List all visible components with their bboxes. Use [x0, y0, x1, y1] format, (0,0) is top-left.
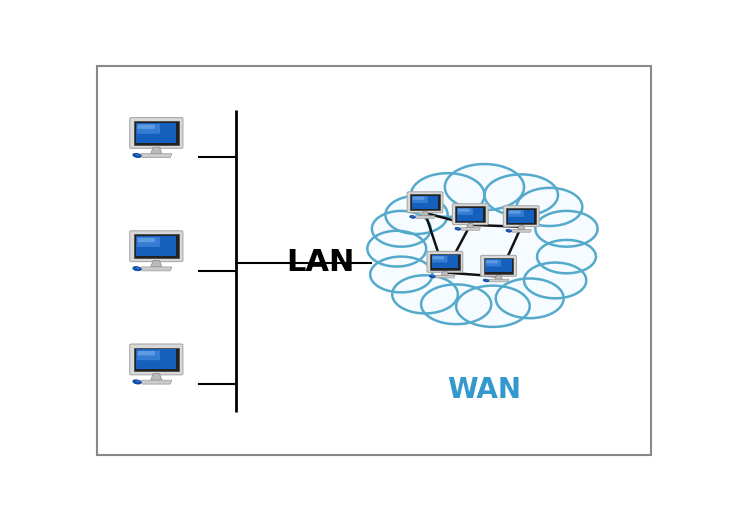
Polygon shape — [518, 225, 525, 230]
FancyBboxPatch shape — [130, 344, 183, 375]
Ellipse shape — [136, 154, 139, 156]
FancyBboxPatch shape — [130, 231, 183, 262]
FancyBboxPatch shape — [458, 208, 473, 215]
FancyBboxPatch shape — [485, 260, 512, 272]
FancyBboxPatch shape — [137, 236, 177, 256]
Polygon shape — [141, 154, 172, 157]
FancyBboxPatch shape — [431, 255, 458, 268]
Ellipse shape — [412, 216, 414, 217]
Ellipse shape — [483, 279, 489, 282]
Polygon shape — [485, 174, 558, 216]
Ellipse shape — [455, 228, 461, 230]
Ellipse shape — [506, 230, 512, 232]
Ellipse shape — [485, 280, 488, 281]
Polygon shape — [535, 211, 598, 247]
Polygon shape — [385, 196, 447, 234]
Polygon shape — [150, 147, 162, 154]
FancyBboxPatch shape — [427, 251, 463, 272]
FancyBboxPatch shape — [137, 350, 160, 360]
FancyBboxPatch shape — [137, 349, 177, 369]
FancyBboxPatch shape — [412, 196, 438, 209]
FancyBboxPatch shape — [504, 206, 539, 227]
Polygon shape — [411, 173, 485, 217]
Polygon shape — [435, 276, 455, 278]
Polygon shape — [367, 231, 426, 267]
Text: LAN: LAN — [286, 248, 355, 277]
Polygon shape — [410, 198, 552, 298]
Polygon shape — [392, 275, 458, 313]
FancyBboxPatch shape — [485, 260, 502, 266]
FancyBboxPatch shape — [138, 351, 155, 356]
Polygon shape — [537, 240, 596, 273]
Polygon shape — [495, 275, 502, 279]
Polygon shape — [456, 286, 530, 327]
FancyBboxPatch shape — [507, 208, 536, 224]
FancyBboxPatch shape — [134, 234, 179, 258]
FancyBboxPatch shape — [137, 237, 160, 247]
FancyBboxPatch shape — [134, 348, 179, 371]
Polygon shape — [517, 188, 583, 226]
Ellipse shape — [410, 216, 415, 218]
FancyBboxPatch shape — [138, 238, 155, 242]
FancyBboxPatch shape — [509, 211, 520, 214]
Ellipse shape — [508, 230, 510, 231]
Polygon shape — [150, 374, 162, 380]
Polygon shape — [524, 263, 586, 298]
FancyBboxPatch shape — [432, 256, 444, 260]
Polygon shape — [445, 164, 524, 210]
FancyBboxPatch shape — [453, 204, 488, 224]
FancyBboxPatch shape — [412, 197, 424, 200]
Polygon shape — [372, 211, 431, 247]
Ellipse shape — [457, 228, 459, 229]
Polygon shape — [441, 271, 448, 276]
FancyBboxPatch shape — [456, 206, 485, 222]
Polygon shape — [466, 223, 474, 228]
FancyBboxPatch shape — [410, 195, 440, 210]
Polygon shape — [496, 279, 564, 318]
FancyBboxPatch shape — [508, 210, 524, 217]
FancyBboxPatch shape — [430, 254, 460, 270]
Polygon shape — [488, 279, 509, 282]
FancyBboxPatch shape — [484, 258, 513, 273]
FancyBboxPatch shape — [137, 123, 177, 143]
Polygon shape — [141, 380, 172, 384]
FancyBboxPatch shape — [458, 208, 469, 212]
Polygon shape — [415, 216, 435, 218]
Polygon shape — [511, 230, 531, 232]
Polygon shape — [141, 267, 172, 271]
FancyBboxPatch shape — [412, 196, 428, 203]
Ellipse shape — [133, 153, 141, 157]
Ellipse shape — [429, 275, 435, 278]
Polygon shape — [460, 228, 480, 230]
FancyBboxPatch shape — [481, 255, 516, 276]
Polygon shape — [421, 212, 429, 216]
Ellipse shape — [133, 267, 141, 271]
Ellipse shape — [136, 267, 139, 269]
Text: WAN: WAN — [447, 376, 521, 404]
FancyBboxPatch shape — [486, 260, 498, 263]
Polygon shape — [370, 256, 432, 293]
Ellipse shape — [431, 276, 434, 277]
Ellipse shape — [136, 380, 139, 382]
FancyBboxPatch shape — [137, 124, 160, 134]
FancyBboxPatch shape — [138, 124, 155, 129]
Ellipse shape — [133, 380, 141, 384]
FancyBboxPatch shape — [134, 121, 179, 144]
FancyBboxPatch shape — [457, 207, 483, 221]
FancyBboxPatch shape — [508, 209, 534, 223]
FancyBboxPatch shape — [407, 192, 443, 213]
FancyBboxPatch shape — [432, 256, 447, 263]
Polygon shape — [150, 261, 162, 267]
FancyBboxPatch shape — [130, 118, 183, 148]
Polygon shape — [421, 284, 491, 324]
